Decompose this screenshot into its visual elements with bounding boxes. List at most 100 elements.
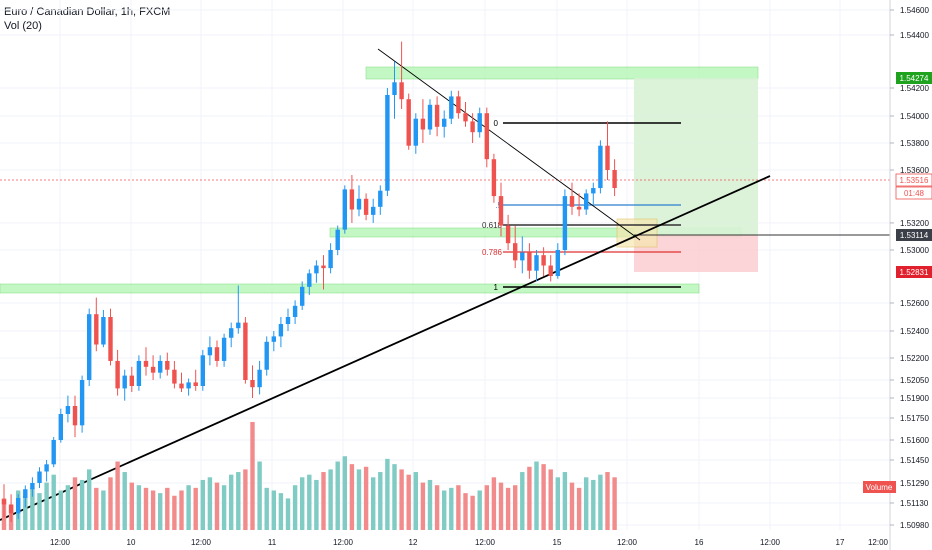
candle-body: [371, 206, 376, 215]
zone-bottom[interactable]: [0, 283, 700, 294]
candle-body: [16, 498, 21, 514]
y-tick-label: 1.52050: [900, 376, 929, 385]
candle-body: [470, 121, 475, 133]
candle: [349, 175, 355, 223]
volume-bar: [328, 469, 333, 530]
candle-body: [456, 96, 461, 114]
candle-body: [534, 255, 539, 271]
volume-bar: [193, 487, 198, 530]
candle: [186, 378, 191, 396]
countdown-badge: [895, 186, 932, 200]
volume-bar: [207, 477, 213, 530]
candle: [115, 349, 120, 396]
volume-bar: [484, 485, 489, 530]
candle-body: [8, 504, 14, 514]
volume-bar: [179, 490, 184, 530]
ascending-trendline[interactable]: [0, 175, 771, 521]
candle: [300, 281, 305, 310]
candle-body: [520, 252, 525, 261]
volume-bar: [37, 493, 42, 530]
candles: [1, 41, 617, 523]
candle: [477, 107, 482, 138]
y-tick-label: 1.53600: [900, 166, 929, 175]
candle-body: [527, 252, 532, 271]
candle: [292, 300, 298, 324]
candle: [108, 308, 113, 366]
entry-box[interactable]: [616, 218, 658, 248]
candle: [612, 159, 617, 197]
candle-body: [335, 229, 340, 250]
candle: [37, 467, 42, 488]
candle: [150, 355, 156, 380]
candle: [371, 198, 376, 223]
candle: [356, 185, 362, 217]
candle: [385, 88, 390, 197]
candle-body: [548, 265, 553, 277]
volume-bar: [371, 477, 376, 530]
volume-bar: [257, 461, 262, 530]
candle-body: [200, 355, 205, 386]
y-tick-label: 1.53000: [900, 246, 929, 255]
y-tick-label: 1.54200: [900, 84, 929, 93]
candle-body: [44, 464, 49, 472]
candle: [456, 90, 461, 119]
candle-body: [172, 369, 177, 384]
candle-body: [101, 317, 106, 345]
candle: [520, 236, 525, 274]
volume-bar: [520, 472, 525, 530]
time-axis[interactable]: 12:00 10 12:00 11 12:00 12 12:00 15 12:00 16 12:00…: [50, 538, 889, 547]
target-price-badge: [896, 72, 932, 84]
entry-price-text: 1.53114: [900, 231, 929, 240]
zone-top[interactable]: [365, 66, 759, 80]
candle-body: [94, 314, 99, 345]
volume-bar: [122, 472, 127, 530]
candle-body: [150, 366, 156, 373]
candle-body: [598, 145, 603, 189]
fib-label-0: 0: [494, 119, 499, 128]
candle-body: [513, 243, 518, 261]
y-tick-label: 1.53200: [900, 219, 929, 228]
position-target-area[interactable]: [634, 78, 758, 235]
volume-bar: [356, 469, 362, 530]
descending-trendline[interactable]: [377, 48, 641, 241]
volume-bar: [129, 482, 134, 530]
volume-bar: [229, 474, 234, 530]
candle-body: [406, 99, 411, 146]
candle-body: [363, 198, 369, 215]
candle-body: [285, 317, 291, 324]
volume-bar: [406, 474, 411, 530]
candle-body: [442, 118, 447, 127]
price-axis[interactable]: 1.54600 1.54400 1.54200 1.54000 1.53800 1.536…: [890, 6, 929, 530]
volume-bar: [214, 482, 220, 530]
volume-bar: [463, 493, 468, 530]
volume-bar: [427, 479, 433, 530]
candle: [399, 41, 404, 109]
candle: [250, 365, 255, 398]
candle: [392, 61, 397, 119]
candle: [79, 375, 85, 433]
volume-bar: [236, 472, 241, 530]
price-labels: 1.54274 1.53516 01:48 1.53114 1.52831 Vo…: [863, 72, 932, 493]
candle-body: [221, 337, 227, 361]
y-tick-label: 1.54400: [900, 31, 929, 40]
candle-body: [321, 265, 326, 269]
candle: [193, 369, 198, 391]
volume-bar: [292, 485, 298, 530]
candle: [307, 269, 312, 295]
candle: [498, 182, 504, 237]
volume-bar: [158, 493, 163, 530]
candle: [165, 352, 170, 376]
volume-bar: [598, 474, 603, 530]
candle-body: [427, 104, 433, 130]
volume-bar: [44, 482, 49, 530]
candle-body: [37, 471, 42, 483]
volume-bar: [392, 464, 397, 530]
candle: [172, 360, 177, 389]
y-tick-label: 1.52400: [900, 327, 929, 336]
candle: [363, 193, 369, 221]
volume-bar: [23, 495, 28, 530]
volume-bar: [555, 477, 560, 530]
volume-bar: [278, 493, 284, 530]
volume-bar: [498, 482, 504, 530]
